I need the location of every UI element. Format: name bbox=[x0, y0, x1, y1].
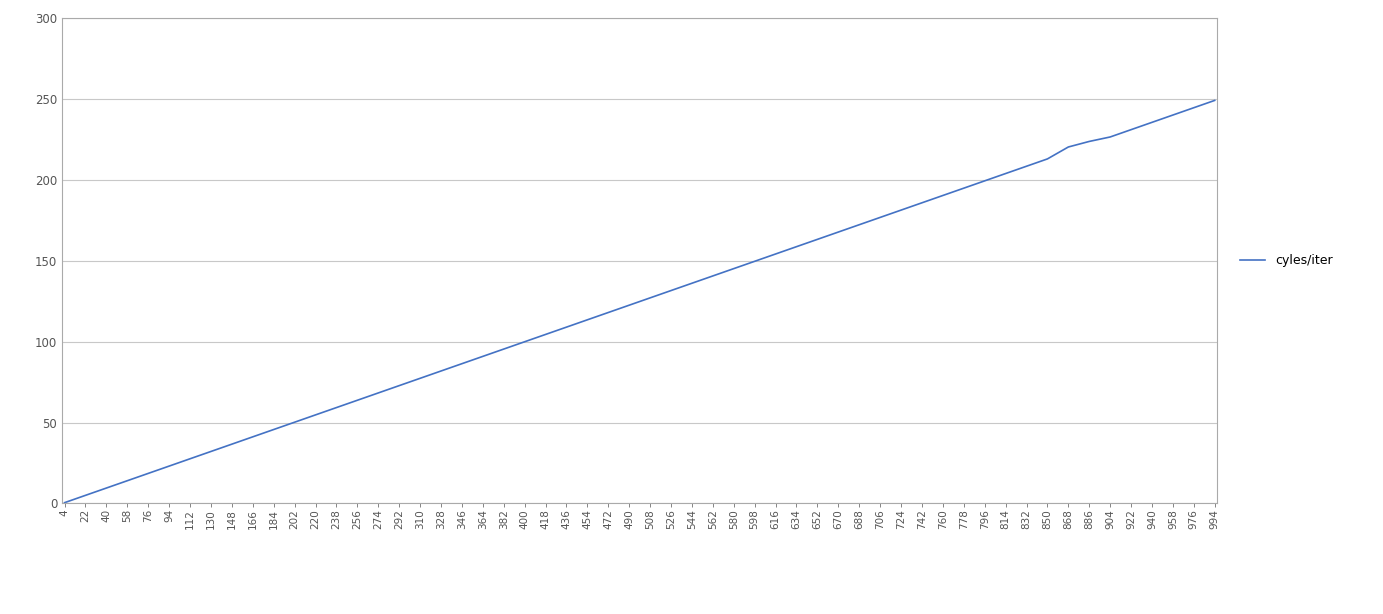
cyles/iter bbox=[809, 236, 826, 243]
cyles/iter bbox=[77, 492, 94, 499]
cyles/iter bbox=[1206, 97, 1223, 104]
Line: cyles/iter: cyles/iter bbox=[65, 101, 1214, 503]
cyles/iter bbox=[474, 352, 491, 360]
cyles/iter bbox=[935, 192, 952, 199]
cyles/iter bbox=[704, 272, 721, 279]
cyles/iter bbox=[57, 499, 73, 507]
cyles/iter bbox=[768, 251, 784, 258]
Legend: cyles/iter: cyles/iter bbox=[1235, 249, 1337, 273]
